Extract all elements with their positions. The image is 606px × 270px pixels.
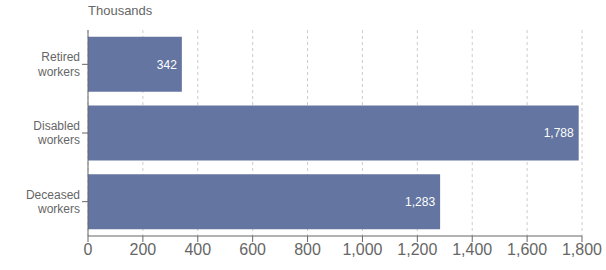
svg-text:Disabledworkers: Disabledworkers <box>33 119 80 147</box>
svg-text:400: 400 <box>184 241 211 258</box>
svg-text:1,400: 1,400 <box>452 241 492 258</box>
svg-text:1,000: 1,000 <box>342 241 382 258</box>
svg-text:Retiredworkers: Retiredworkers <box>37 50 80 78</box>
svg-text:800: 800 <box>294 241 321 258</box>
svg-text:Deceasedworkers: Deceasedworkers <box>26 188 80 216</box>
svg-text:1,200: 1,200 <box>397 241 437 258</box>
svg-text:200: 200 <box>130 241 157 258</box>
svg-text:600: 600 <box>239 241 266 258</box>
svg-text:1,283: 1,283 <box>405 195 435 209</box>
html-text:Thousands: Thousands <box>88 3 153 18</box>
svg-text:1,800: 1,800 <box>562 241 598 258</box>
svg-text:0: 0 <box>84 241 93 258</box>
svg-text:1,788: 1,788 <box>544 126 574 140</box>
svg-text:342: 342 <box>157 58 177 72</box>
svg-text:1,600: 1,600 <box>507 241 547 258</box>
